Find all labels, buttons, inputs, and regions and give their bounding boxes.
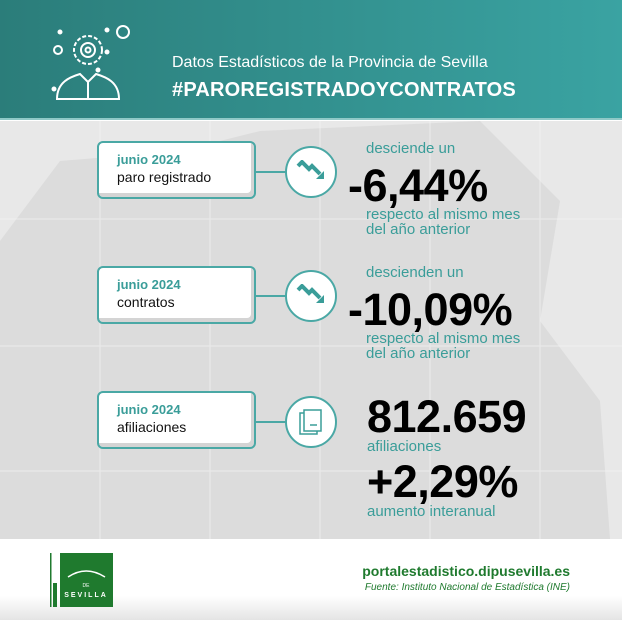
header-subtitle: Datos Estadísticos de la Provincia de Se… — [172, 54, 488, 71]
paro-post-text-2: del año anterior — [366, 221, 471, 238]
header: Datos Estadísticos de la Provincia de Se… — [0, 0, 622, 120]
afiliaciones-change-value: +2,29% — [367, 456, 518, 507]
card-label: paro registrado — [117, 169, 212, 185]
svg-text:DE: DE — [83, 583, 91, 589]
card-date: junio 2024 — [117, 152, 181, 167]
connector-line — [256, 421, 286, 423]
afiliaciones-change-text: aumento interanual — [367, 503, 496, 520]
svg-text:SEVILLA: SEVILLA — [64, 592, 108, 599]
source-text: Fuente: Instituto Nacional de Estadístic… — [364, 582, 570, 593]
paro-pre-text: desciende un — [366, 140, 456, 157]
card-afiliaciones: junio 2024 afiliaciones — [97, 391, 256, 449]
card-label: afiliaciones — [117, 419, 187, 435]
card-date: junio 2024 — [117, 277, 181, 292]
paro-value: -6,44% — [348, 160, 488, 211]
trend-down-icon — [285, 270, 337, 322]
person-gear-icon — [51, 25, 130, 100]
card-label: contratos — [117, 294, 175, 310]
paro-post-text-1: respecto al mismo mes — [366, 206, 521, 223]
connector-line — [256, 171, 286, 173]
card-contratos: junio 2024 contratos — [97, 266, 256, 324]
card-paro-registrado: junio 2024 paro registrado — [97, 141, 256, 199]
contratos-value: -10,09% — [348, 284, 513, 335]
trend-down-icon — [285, 146, 337, 198]
connector-line — [256, 295, 286, 297]
diputacion-sevilla-logo: DE SEVILLA — [50, 553, 113, 607]
footer: DE SEVILLA portalestadistico.dipusevilla… — [0, 539, 622, 620]
afiliaciones-value: 812.659 — [367, 391, 527, 442]
contratos-post-text-1: respecto al mismo mes — [366, 330, 521, 347]
contratos-post-text-2: del año anterior — [366, 345, 471, 362]
card-date: junio 2024 — [117, 402, 181, 417]
contratos-pre-text: descienden un — [366, 264, 464, 281]
afiliaciones-post-text: afiliaciones — [367, 438, 442, 455]
header-title: #PAROREGISTRADOYCONTRATOS — [172, 79, 516, 101]
portal-url-link[interactable]: portalestadistico.dipusevilla.es — [362, 563, 570, 579]
documents-icon — [285, 396, 337, 448]
